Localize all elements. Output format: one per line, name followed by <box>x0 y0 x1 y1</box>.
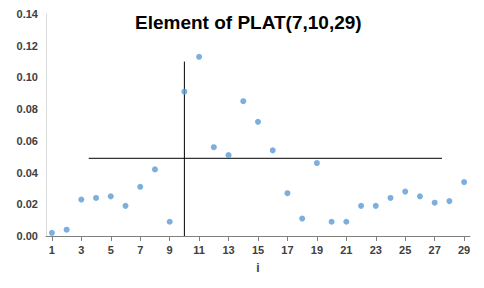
svg-text:i: i <box>256 261 259 275</box>
svg-text:29: 29 <box>458 244 470 256</box>
svg-text:11: 11 <box>193 244 205 256</box>
svg-text:3: 3 <box>78 244 84 256</box>
svg-text:13: 13 <box>222 244 234 256</box>
svg-text:0.00: 0.00 <box>17 230 38 242</box>
svg-text:7: 7 <box>137 244 143 256</box>
svg-text:0.14: 0.14 <box>17 8 39 20</box>
svg-text:0.10: 0.10 <box>17 71 38 83</box>
svg-text:0.02: 0.02 <box>17 198 38 210</box>
svg-text:Element of PLAT(7,10,29): Element of PLAT(7,10,29) <box>135 12 362 33</box>
svg-text:15: 15 <box>252 244 264 256</box>
svg-text:0.08: 0.08 <box>17 103 38 115</box>
svg-text:17: 17 <box>281 244 293 256</box>
svg-text:21: 21 <box>340 244 352 256</box>
svg-text:1: 1 <box>49 244 55 256</box>
svg-text:0.06: 0.06 <box>17 135 38 147</box>
svg-text:9: 9 <box>167 244 173 256</box>
svg-text:27: 27 <box>429 244 441 256</box>
svg-text:5: 5 <box>108 244 114 256</box>
svg-text:19: 19 <box>311 244 323 256</box>
svg-text:23: 23 <box>370 244 382 256</box>
svg-text:25: 25 <box>399 244 411 256</box>
svg-text:0.12: 0.12 <box>17 40 38 52</box>
svg-text:0.04: 0.04 <box>17 167 39 179</box>
